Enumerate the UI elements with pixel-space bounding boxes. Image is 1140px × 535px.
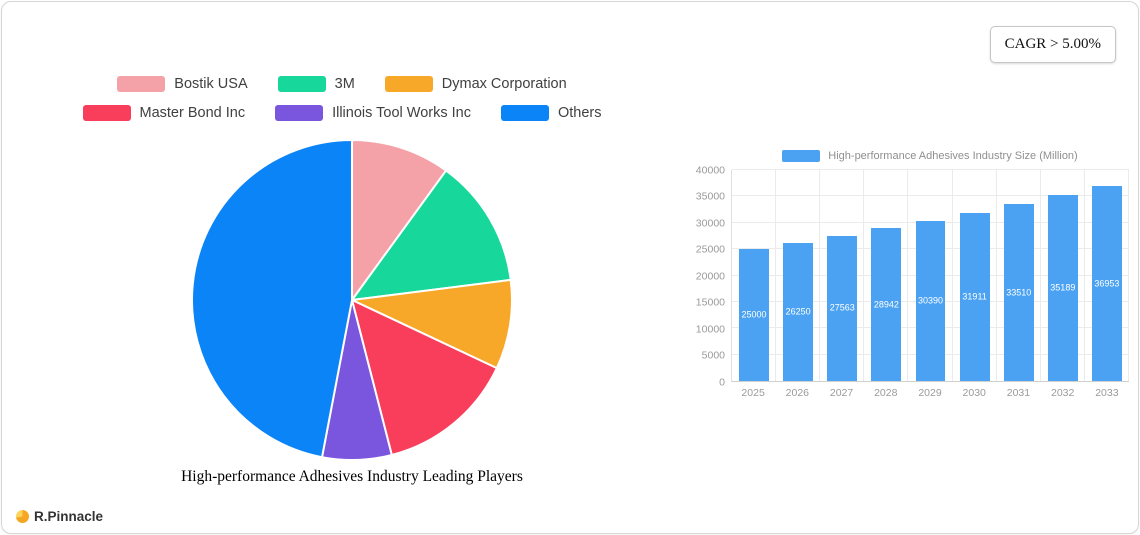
legend-item-dymax-corporation[interactable]: Dymax Corporation: [384, 76, 567, 92]
bar-value-label: 28942: [873, 299, 899, 310]
bar-value-label: 27563: [829, 302, 855, 313]
bar-plot: 25000 26250 27563 28942 30390 31911 33510 35189…: [731, 169, 1129, 382]
v-gridline: [775, 170, 777, 381]
legend-swatch: [384, 76, 433, 92]
v-gridline: [951, 170, 953, 381]
bar-2031: 33510: [1003, 204, 1034, 381]
x-axis-label: 2032: [1050, 387, 1075, 399]
v-gridline: [819, 170, 821, 381]
legend-swatch: [117, 76, 166, 92]
logo-text: R.Pinnacle: [34, 509, 104, 524]
v-gridline: [863, 170, 865, 381]
bar-2033: 36953: [1091, 186, 1122, 381]
legend-label: 3M: [334, 76, 355, 92]
v-gridline: [1128, 170, 1129, 381]
legend-label: Others: [557, 105, 602, 121]
bar-2030: 31911: [959, 212, 990, 381]
y-axis-label: 0: [719, 375, 725, 388]
v-gridline: [907, 170, 909, 381]
legend-item-bostik-usa[interactable]: Bostik USA: [117, 76, 248, 92]
legend-item-3m[interactable]: 3M: [277, 76, 355, 92]
bar-value-label: 25000: [741, 309, 767, 320]
bar-2028: 28942: [871, 228, 902, 381]
x-axis-label: 2025: [741, 387, 765, 399]
x-axis-label: 2033: [1095, 387, 1119, 399]
v-gridline: [1039, 170, 1041, 381]
x-axis-label: 2031: [1006, 387, 1031, 399]
pie-slice-master-bond-inc: [351, 299, 498, 456]
bar-value-label: 36953: [1094, 278, 1120, 289]
cagr-badge-label: CAGR > 5.00%: [1004, 36, 1101, 52]
x-axis-label: 2027: [829, 387, 854, 399]
y-axis-label: 40000: [695, 163, 725, 176]
legend-item-illinois-tool-works-inc[interactable]: Illinois Tool Works Inc: [275, 105, 471, 121]
legend-swatch: [277, 76, 326, 92]
x-axis-label: 2026: [785, 387, 810, 399]
bar-value-label: 33510: [1006, 287, 1032, 298]
bar-2032: 35189: [1047, 195, 1078, 381]
pie-legend: Bostik USA 3M Dymax Corporation Master Bond…: [42, 76, 642, 121]
h-gridline: [732, 195, 1129, 197]
bar-x-axis: 2025 2026 2027 2028 2029 2030 2031 2032 2033: [731, 388, 1129, 404]
legend-item-others[interactable]: Others: [500, 105, 602, 121]
legend-label: Bostik USA: [174, 76, 248, 92]
y-axis-label: 30000: [695, 216, 725, 229]
bar-value-label: 31911: [962, 291, 987, 302]
bar-legend-swatch: [782, 150, 821, 162]
legend-item-master-bond-inc[interactable]: Master Bond Inc: [82, 105, 246, 121]
y-axis-label: 20000: [695, 269, 725, 282]
pie-slice-bostik-usa: [351, 139, 448, 301]
bar-value-label: 35189: [1050, 282, 1076, 293]
bar-2029: 30390: [915, 220, 946, 381]
bar-y-axis: 0 5000 10000 15000 20000 25000 30000 35000 40000: [682, 165, 725, 387]
x-axis-label: 2029: [918, 387, 942, 399]
bar-value-label: 26250: [785, 306, 811, 317]
y-axis-label: 35000: [695, 190, 725, 203]
x-axis-label: 2028: [874, 387, 898, 399]
pie-chart-title: High-performance Adhesives Industry Lead…: [181, 468, 523, 485]
bar-2025: 25000: [739, 249, 770, 381]
bar-legend-label: High-performance Adhesives Industry Size…: [828, 150, 1078, 162]
pie-slice-dymax-corporation: [351, 278, 513, 370]
bar-2026: 26250: [783, 242, 814, 381]
legend-swatch: [82, 105, 131, 121]
y-axis-label: 25000: [695, 243, 725, 256]
x-axis-label: 2030: [962, 387, 986, 399]
v-gridline: [995, 170, 997, 381]
legend-label: Illinois Tool Works Inc: [332, 105, 471, 121]
legend-swatch: [500, 105, 549, 121]
pie-chart: [190, 139, 513, 462]
y-axis-label: 10000: [695, 322, 725, 335]
cagr-badge: CAGR > 5.00%: [989, 26, 1116, 63]
pie-slice-others: [190, 139, 353, 459]
y-axis-label: 5000: [701, 349, 725, 362]
v-gridline: [1083, 170, 1085, 381]
y-axis-label: 15000: [695, 296, 725, 309]
brand-logo: R.Pinnacle: [16, 509, 103, 524]
logo-icon: [16, 510, 29, 523]
h-gridline: [732, 169, 1129, 170]
legend-swatch: [275, 105, 324, 121]
bar-value-label: 30390: [917, 295, 943, 306]
legend-label: Master Bond Inc: [139, 105, 246, 121]
bar-2027: 27563: [827, 235, 858, 381]
legend-label: Dymax Corporation: [441, 76, 567, 92]
bar-legend[interactable]: High-performance Adhesives Industry Size…: [730, 150, 1130, 162]
pie-slice-3m: [351, 169, 512, 301]
